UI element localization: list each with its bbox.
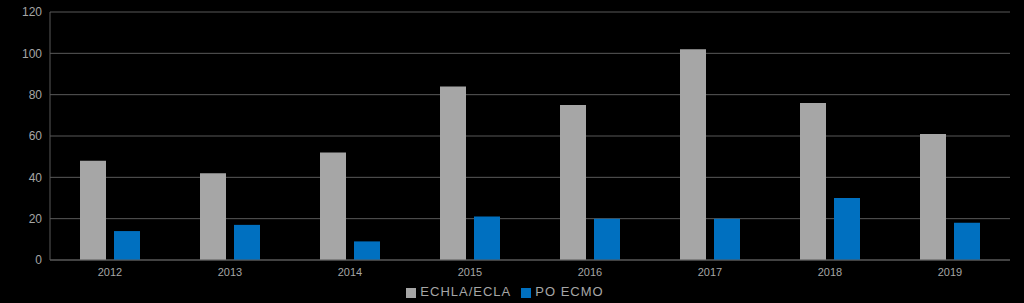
html-text:PO ECMO: PO ECMO [535,284,604,299]
svg-text:2012: 2012 [98,266,122,278]
svg-text:2019: 2019 [938,266,962,278]
svg-text:2015: 2015 [458,266,482,278]
svg-text:120: 120 [22,5,42,19]
svg-text:40: 40 [29,171,43,185]
svg-text:80: 80 [29,88,43,102]
svg-text:2018: 2018 [818,266,842,278]
svg-text:0: 0 [35,253,42,267]
svg-text:2014: 2014 [338,266,362,278]
svg-text:20: 20 [29,212,43,226]
svg-text:2017: 2017 [698,266,722,278]
svg-text:2016: 2016 [578,266,602,278]
svg-text:2013: 2013 [218,266,242,278]
svg-text:100: 100 [22,47,42,61]
svg-text:60: 60 [29,129,43,143]
html-text:ECHLA/ECLA: ECHLA/ECLA [420,284,512,299]
